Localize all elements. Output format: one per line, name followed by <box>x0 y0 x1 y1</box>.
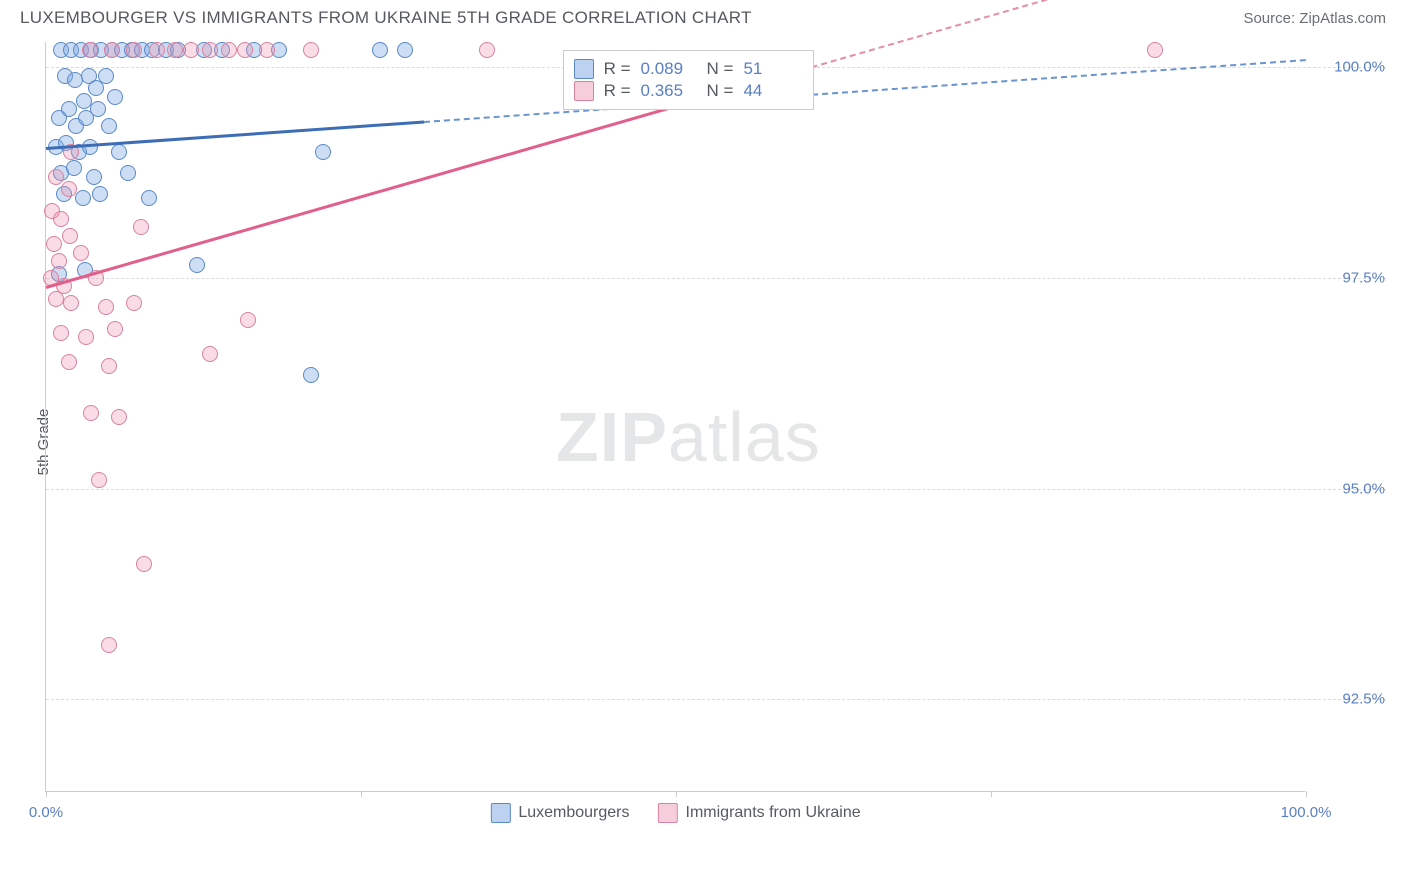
data-point <box>48 291 64 307</box>
data-point <box>62 228 78 244</box>
chart-source: Source: ZipAtlas.com <box>1243 10 1386 27</box>
data-point <box>82 42 98 58</box>
data-point <box>51 253 67 269</box>
data-point <box>107 89 123 105</box>
chart-area: 5th Grade ZIPatlas 92.5%95.0%97.5%100.0%… <box>0 32 1406 852</box>
x-tick-label: 100.0% <box>1281 804 1332 821</box>
data-point <box>221 42 237 58</box>
legend-r-label: R = <box>604 59 631 79</box>
gridline <box>46 278 1386 279</box>
data-point <box>101 637 117 653</box>
data-point <box>73 245 89 261</box>
series-legend-item: Luxembourgers <box>490 803 629 823</box>
legend-n-value: 51 <box>743 59 799 79</box>
y-tick-label: 100.0% <box>1334 59 1385 76</box>
data-point <box>133 219 149 235</box>
data-point <box>91 472 107 488</box>
legend-r-value: 0.089 <box>641 59 697 79</box>
plot-region: ZIPatlas 92.5%95.0%97.5%100.0%0.0%100.0%… <box>45 42 1305 792</box>
data-point <box>120 165 136 181</box>
x-tick-label: 0.0% <box>29 804 63 821</box>
data-point <box>141 190 157 206</box>
data-point <box>75 190 91 206</box>
data-point <box>167 42 183 58</box>
data-point <box>107 321 123 337</box>
series-legend: Luxembourgers Immigrants from Ukraine <box>490 803 860 823</box>
data-point <box>259 42 275 58</box>
legend-n-value: 44 <box>743 81 799 101</box>
data-point <box>98 68 114 84</box>
legend-swatch <box>658 803 678 823</box>
data-point <box>136 556 152 572</box>
data-point <box>104 42 120 58</box>
data-point <box>98 299 114 315</box>
chart-title: LUXEMBOURGER VS IMMIGRANTS FROM UKRAINE … <box>20 8 752 28</box>
y-tick-label: 97.5% <box>1342 269 1385 286</box>
data-point <box>315 144 331 160</box>
y-tick-label: 95.0% <box>1342 480 1385 497</box>
legend-r-value: 0.365 <box>641 81 697 101</box>
data-point <box>202 346 218 362</box>
data-point <box>111 144 127 160</box>
chart-header: LUXEMBOURGER VS IMMIGRANTS FROM UKRAINE … <box>0 0 1406 32</box>
legend-row: R = 0.365 N = 44 <box>574 81 800 101</box>
data-point <box>101 118 117 134</box>
data-point <box>126 42 142 58</box>
data-point <box>240 312 256 328</box>
data-point <box>83 405 99 421</box>
data-point <box>372 42 388 58</box>
correlation-legend: R = 0.089 N = 51 R = 0.365 N = 44 <box>563 50 815 110</box>
data-point <box>111 409 127 425</box>
data-point <box>53 325 69 341</box>
series-legend-label: Immigrants from Ukraine <box>686 804 861 822</box>
legend-swatch <box>574 81 594 101</box>
trend-line <box>424 59 1306 123</box>
data-point <box>479 42 495 58</box>
legend-row: R = 0.089 N = 51 <box>574 59 800 79</box>
data-point <box>303 42 319 58</box>
legend-r-label: R = <box>604 81 631 101</box>
data-point <box>86 169 102 185</box>
data-point <box>303 367 319 383</box>
data-point <box>149 42 165 58</box>
legend-swatch <box>490 803 510 823</box>
data-point <box>46 236 62 252</box>
data-point <box>82 139 98 155</box>
y-tick-label: 92.5% <box>1342 691 1385 708</box>
x-tick-mark <box>46 791 47 797</box>
series-legend-item: Immigrants from Ukraine <box>658 803 861 823</box>
data-point <box>53 211 69 227</box>
data-point <box>126 295 142 311</box>
x-tick-mark <box>676 791 677 797</box>
data-point <box>78 329 94 345</box>
data-point <box>202 42 218 58</box>
data-point <box>61 101 77 117</box>
data-point <box>237 42 253 58</box>
data-point <box>61 354 77 370</box>
data-point <box>66 160 82 176</box>
gridline <box>46 489 1386 490</box>
series-legend-label: Luxembourgers <box>518 804 629 822</box>
data-point <box>48 169 64 185</box>
x-tick-mark <box>991 791 992 797</box>
gridline <box>46 699 1386 700</box>
data-point <box>61 181 77 197</box>
watermark: ZIPatlas <box>556 397 821 477</box>
data-point <box>397 42 413 58</box>
x-tick-mark <box>1306 791 1307 797</box>
data-point <box>1147 42 1163 58</box>
data-point <box>101 358 117 374</box>
legend-swatch <box>574 59 594 79</box>
data-point <box>189 257 205 273</box>
data-point <box>90 101 106 117</box>
data-point <box>92 186 108 202</box>
data-point <box>183 42 199 58</box>
x-tick-mark <box>361 791 362 797</box>
data-point <box>63 295 79 311</box>
legend-n-label: N = <box>707 81 734 101</box>
legend-n-label: N = <box>707 59 734 79</box>
